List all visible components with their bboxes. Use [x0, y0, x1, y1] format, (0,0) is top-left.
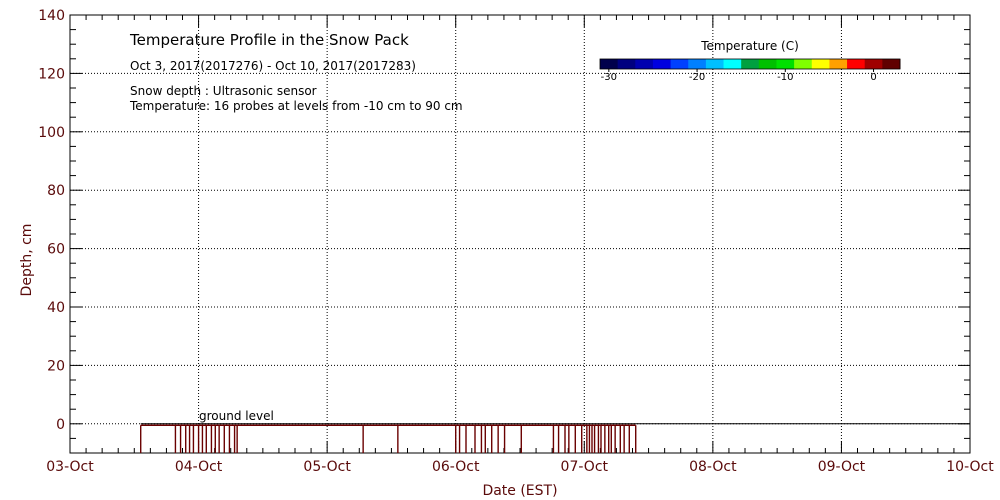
plot-area: [69, 14, 971, 454]
ground-level-annotation: ground level: [199, 409, 274, 423]
colorbar-frame: [599, 58, 901, 70]
x-tick-label: 10-Oct: [946, 459, 994, 475]
note-snow-depth: Snow depth : Ultrasonic sensor: [130, 84, 317, 98]
colorbar-cell: [741, 59, 760, 69]
y-axis-label: Depth, cm: [19, 224, 35, 297]
colorbar-cell: [705, 59, 725, 69]
x-axis-label: Date (EST): [482, 483, 557, 499]
colorbar-tick-label: -30: [601, 72, 617, 83]
x-tick-label: 04-Oct: [175, 459, 223, 475]
colorbar-cell: [829, 59, 848, 69]
colorbar-label: Temperature (C): [700, 39, 799, 53]
note-temperature: Temperature: 16 probes at levels from -1…: [129, 99, 463, 113]
colorbar-cell: [688, 59, 707, 69]
colorbar-cell: [652, 59, 672, 69]
colorbar-cell: [723, 59, 742, 69]
colorbar: Temperature (C) -30 -20 -10 0: [599, 39, 901, 83]
y-tick-label: 0: [56, 417, 65, 433]
colorbar-cell: [776, 59, 795, 69]
colorbar-tick-label: 0: [870, 72, 876, 83]
x-tick-label: 07-Oct: [561, 459, 609, 475]
colorbar-tick-label: -20: [689, 72, 705, 83]
y-tick-label: 40: [47, 300, 65, 316]
y-tick-label: 100: [38, 125, 65, 141]
colorbar-cell: [882, 59, 901, 69]
colorbar-cell: [864, 59, 883, 69]
x-tick-label: 08-Oct: [689, 459, 737, 475]
y-tick-label: 80: [47, 183, 65, 199]
colorbar-tick-label: -10: [777, 72, 793, 83]
series-layer: [140, 423, 970, 453]
colorbar-cell: [811, 59, 830, 69]
y-tick-label: 60: [47, 242, 65, 258]
y-tick-label: 140: [38, 8, 65, 24]
colorbar-cell: [617, 59, 636, 69]
x-tick-label: 09-Oct: [818, 459, 866, 475]
chart-subtitle: Oct 3, 2017(2017276) - Oct 10, 2017(2017…: [130, 59, 416, 73]
colorbar-cell: [847, 59, 866, 69]
x-tick-label: 06-Oct: [432, 459, 480, 475]
x-tick-label: 03-Oct: [46, 459, 94, 475]
y-tick-label: 120: [38, 66, 65, 82]
colorbar-cell: [670, 59, 689, 69]
colorbar-cell: [794, 59, 813, 69]
y-tick-label: 20: [47, 358, 65, 374]
colorbar-cells: [599, 58, 901, 70]
colorbar-ticks: -30 -20 -10 0: [601, 69, 877, 83]
colorbar-cell: [758, 59, 777, 69]
chart-title: Temperature Profile in the Snow Pack: [129, 31, 409, 49]
colorbar-cell: [635, 59, 654, 69]
x-tick-label: 05-Oct: [303, 459, 351, 475]
colorbar-cell: [600, 59, 619, 69]
